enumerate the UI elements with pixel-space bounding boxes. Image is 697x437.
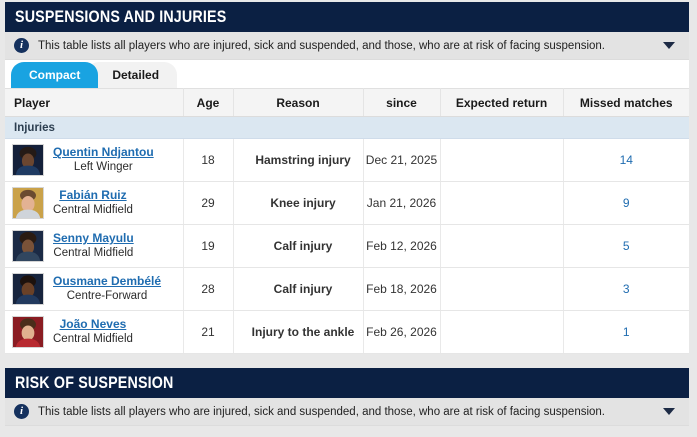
missed-matches-link[interactable]: 3 xyxy=(622,282,630,296)
column-header-reason[interactable]: Reason xyxy=(233,88,364,117)
section-divider xyxy=(5,354,689,368)
info-circle-icon: i xyxy=(14,38,29,53)
table-header: Player Age Reason since Expected return … xyxy=(5,88,689,117)
cell-since: Feb 26, 2026 xyxy=(363,310,441,354)
cell-missed-matches: 3 xyxy=(563,267,689,311)
group-header-body: Injuries xyxy=(5,116,689,139)
cell-since: Feb 18, 2026 xyxy=(363,267,441,311)
player-name-link[interactable]: Quentin Ndjantou xyxy=(53,145,154,160)
player-photo xyxy=(12,144,44,176)
cell-age: 18 xyxy=(183,138,234,182)
player-name-link[interactable]: Senny Mayulu xyxy=(53,231,134,246)
info-bar-risk: i This table lists all players who are i… xyxy=(5,398,689,426)
player-name-link[interactable]: João Neves xyxy=(59,317,127,332)
section-header-suspensions: SUSPENSIONS AND INJURIES xyxy=(5,2,689,32)
cell-reason: Calf injury xyxy=(233,267,364,311)
cell-age: 29 xyxy=(183,181,234,225)
tab-detailed[interactable]: Detailed xyxy=(86,62,178,88)
cell-missed-matches: 14 xyxy=(563,138,689,182)
cell-reason: Injury to the ankle xyxy=(233,310,364,354)
table-row[interactable]: Senny Mayulu Central Midfield 19 Calf in… xyxy=(5,224,689,268)
tab-bar: Compact Detailed xyxy=(5,60,689,88)
cell-expected-return xyxy=(440,224,564,268)
tab-detailed-label: Detailed xyxy=(112,68,160,82)
player-photo xyxy=(12,230,44,262)
player-position: Centre-Forward xyxy=(66,290,148,303)
cell-since: Dec 21, 2025 xyxy=(363,138,441,182)
group-row-label: Injuries xyxy=(5,116,689,139)
suspensions-and-injuries-box: SUSPENSIONS AND INJURIES i This table li… xyxy=(5,2,689,354)
column-header-expected-return[interactable]: Expected return xyxy=(440,88,564,117)
player-photo xyxy=(12,316,44,348)
tab-compact[interactable]: Compact xyxy=(11,62,99,88)
cell-player: Senny Mayulu Central Midfield xyxy=(5,224,184,268)
missed-matches-link[interactable]: 5 xyxy=(622,239,630,253)
tab-compact-label: Compact xyxy=(29,68,81,82)
column-header-since[interactable]: since xyxy=(363,88,441,117)
cell-player: Fabián Ruiz Central Midfield xyxy=(5,181,184,225)
cell-age: 19 xyxy=(183,224,234,268)
player-name-link[interactable]: Ousmane Dembélé xyxy=(53,274,162,289)
cell-since: Jan 21, 2026 xyxy=(363,181,441,225)
player-name-link[interactable]: Fabián Ruiz xyxy=(59,188,127,203)
cell-reason: Knee injury xyxy=(233,181,364,225)
player-position: Central Midfield xyxy=(53,333,133,346)
injuries-table: Player Age Reason since Expected return … xyxy=(5,88,689,354)
column-header-missed-matches[interactable]: Missed matches xyxy=(563,88,689,117)
cell-expected-return xyxy=(440,267,564,311)
player-photo xyxy=(12,273,44,305)
risk-section-title: RISK OF SUSPENSION xyxy=(15,373,174,392)
section-header-risk: RISK OF SUSPENSION xyxy=(5,368,689,398)
cell-player: Quentin Ndjantou Left Winger xyxy=(5,138,184,182)
column-header-age[interactable]: Age xyxy=(183,88,234,117)
group-row-injuries: Injuries xyxy=(5,116,689,139)
cell-since: Feb 12, 2026 xyxy=(363,224,441,268)
cell-missed-matches: 1 xyxy=(563,310,689,354)
cell-player: João Neves Central Midfield xyxy=(5,310,184,354)
player-position: Central Midfield xyxy=(53,247,134,260)
table-header-row: Player Age Reason since Expected return … xyxy=(5,88,689,117)
cell-missed-matches: 5 xyxy=(563,224,689,268)
cell-reason: Hamstring injury xyxy=(233,138,364,182)
player-position: Left Winger xyxy=(73,161,133,174)
table-row[interactable]: Quentin Ndjantou Left Winger 18 Hamstrin… xyxy=(5,138,689,182)
column-header-player[interactable]: Player xyxy=(5,88,184,117)
info-bar-text: This table lists all players who are inj… xyxy=(38,39,606,52)
risk-of-suspension-box: RISK OF SUSPENSION i This table lists al… xyxy=(5,368,689,426)
chevron-down-icon[interactable] xyxy=(663,408,675,415)
cell-age: 28 xyxy=(183,267,234,311)
table-row[interactable]: João Neves Central Midfield 21 Injury to… xyxy=(5,310,689,354)
cell-missed-matches: 9 xyxy=(563,181,689,225)
table-row[interactable]: Ousmane Dembélé Centre-Forward 28 Calf i… xyxy=(5,267,689,311)
player-photo xyxy=(12,187,44,219)
page-title: SUSPENSIONS AND INJURIES xyxy=(15,7,227,26)
info-circle-icon: i xyxy=(14,404,29,419)
chevron-down-icon[interactable] xyxy=(663,42,675,49)
table-row[interactable]: Fabián Ruiz Central Midfield 29 Knee inj… xyxy=(5,181,689,225)
info-bar-suspensions: i This table lists all players who are i… xyxy=(5,32,689,60)
cell-expected-return xyxy=(440,181,564,225)
cell-expected-return xyxy=(440,310,564,354)
cell-reason: Calf injury xyxy=(233,224,364,268)
injuries-rows: Quentin Ndjantou Left Winger 18 Hamstrin… xyxy=(5,138,689,354)
missed-matches-link[interactable]: 9 xyxy=(622,196,630,210)
info-bar-text: This table lists all players who are inj… xyxy=(38,405,606,418)
missed-matches-link[interactable]: 1 xyxy=(622,325,630,339)
cell-expected-return xyxy=(440,138,564,182)
cell-age: 21 xyxy=(183,310,234,354)
player-position: Central Midfield xyxy=(53,204,133,217)
cell-player: Ousmane Dembélé Centre-Forward xyxy=(5,267,184,311)
missed-matches-link[interactable]: 14 xyxy=(619,153,633,167)
